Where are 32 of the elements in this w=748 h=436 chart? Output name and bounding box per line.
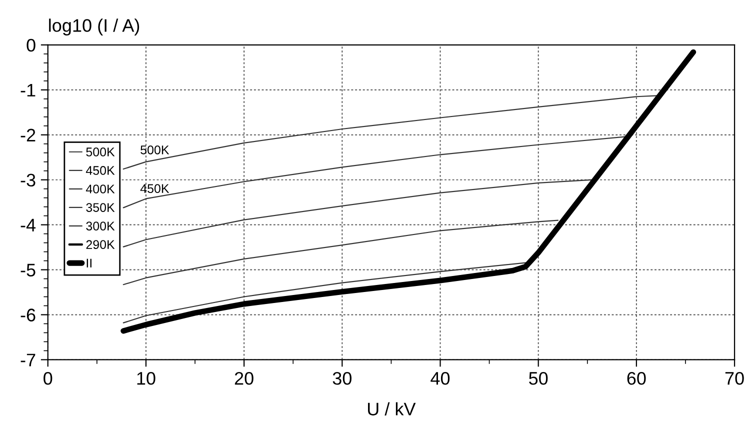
line-series <box>122 136 626 208</box>
x-tick-label: 40 <box>430 372 450 385</box>
annotation: 450K <box>140 184 170 193</box>
annotation: 500K <box>140 145 170 154</box>
line-series <box>122 262 528 324</box>
line-series <box>122 95 658 170</box>
x-axis-title: U / kV <box>368 402 416 416</box>
legend-label: 290K <box>86 240 115 250</box>
legend-label: 350K <box>86 203 115 212</box>
x-tick-label: 0 <box>44 372 52 385</box>
line-series <box>122 179 593 248</box>
y-axis-title: log10 (I / A) <box>49 18 140 36</box>
y-tick-label: 0 <box>26 38 36 52</box>
x-tick-label: 70 <box>725 372 744 385</box>
x-tick-label: 50 <box>529 372 548 385</box>
legend-label: 300K <box>86 222 115 230</box>
x-tick-label: 20 <box>234 372 254 385</box>
y-tick-label: -2 <box>20 128 36 142</box>
y-tick-label: -1 <box>20 84 36 96</box>
legend-label: 450K <box>86 166 115 175</box>
legend-label: 500K <box>86 148 115 156</box>
x-tick-label: 60 <box>627 372 646 385</box>
x-tick-label: 30 <box>332 372 352 385</box>
y-tick-label: -7 <box>20 354 36 366</box>
line-series <box>122 220 559 286</box>
x-tick-label: 10 <box>137 372 156 385</box>
y-tick-label: -3 <box>20 174 36 187</box>
legend-label: II <box>86 258 92 268</box>
y-tick-label: -6 <box>20 308 36 322</box>
y-tick-label: -4 <box>20 218 36 232</box>
y-tick-label: -5 <box>20 264 36 276</box>
legend-label: 400K <box>86 184 115 194</box>
